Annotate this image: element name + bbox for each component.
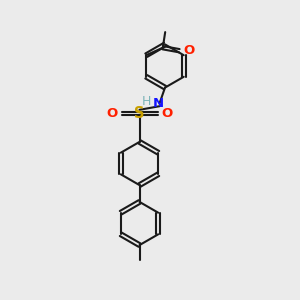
Text: S: S: [134, 106, 145, 121]
Text: O: O: [106, 107, 117, 120]
Text: N: N: [152, 97, 164, 110]
Text: H: H: [142, 95, 151, 108]
Text: O: O: [183, 44, 194, 57]
Text: O: O: [162, 107, 173, 120]
